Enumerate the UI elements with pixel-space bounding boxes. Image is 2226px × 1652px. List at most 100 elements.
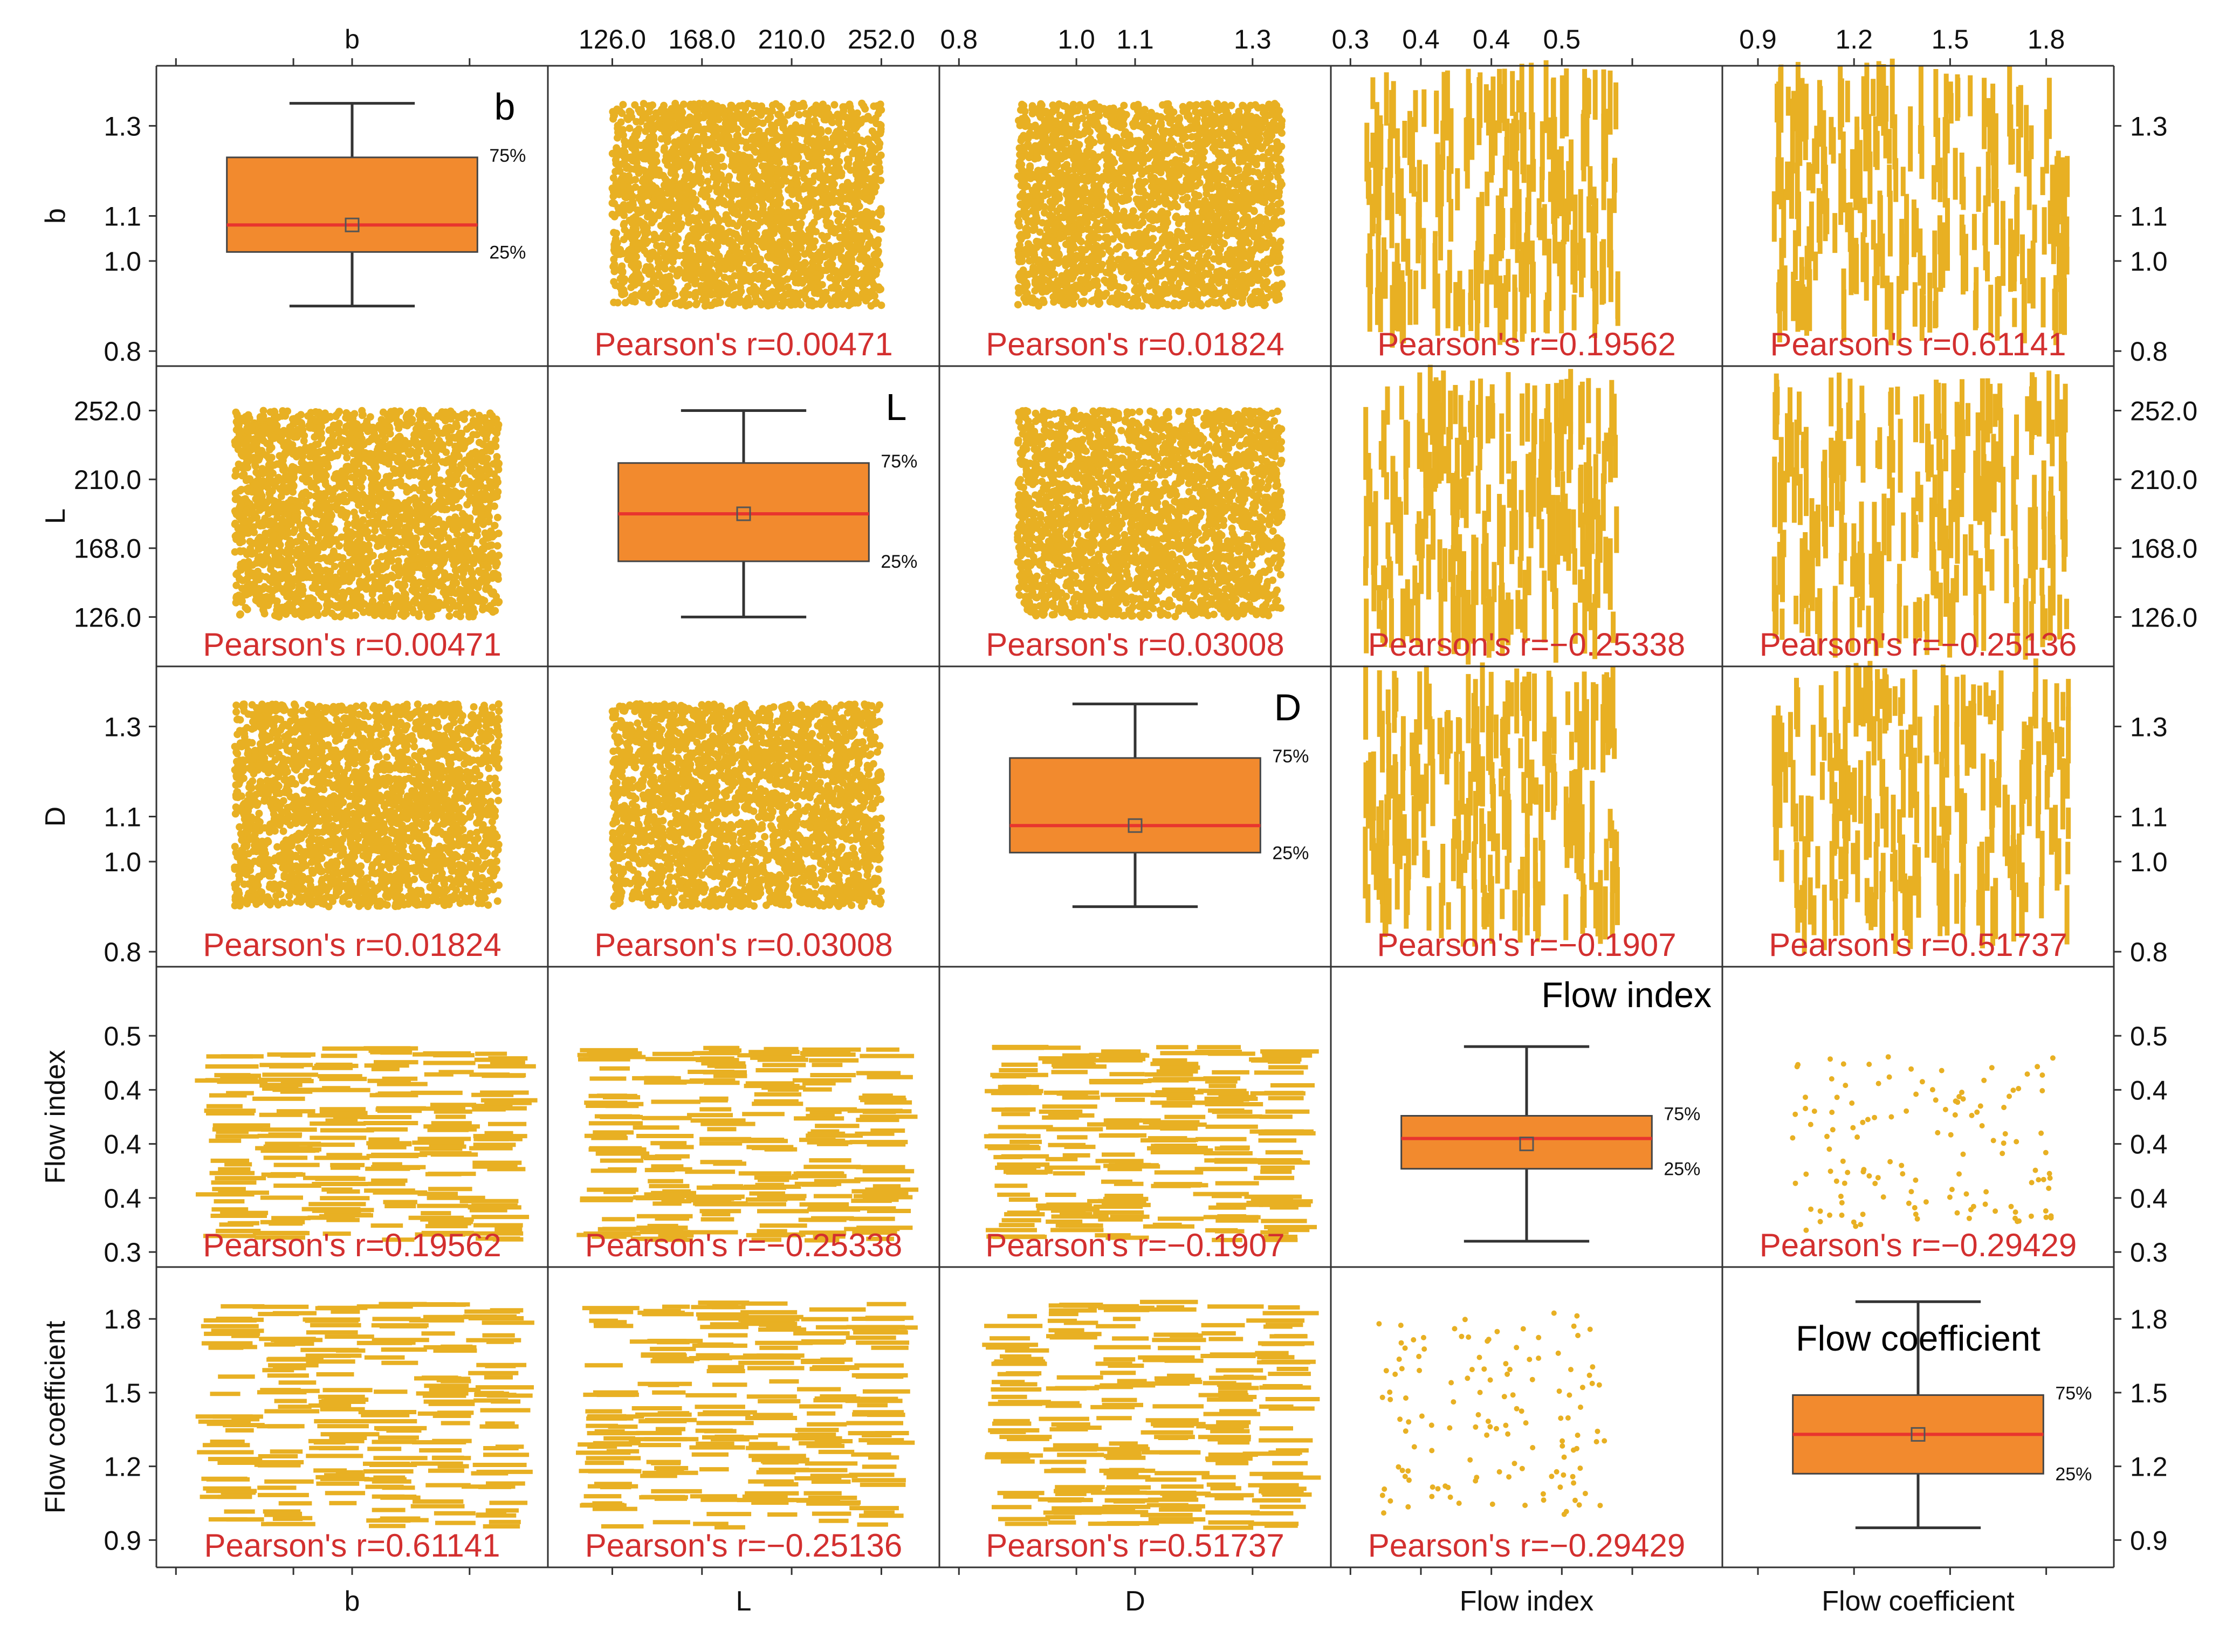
- data-point: [1045, 269, 1053, 277]
- data-point: [1117, 212, 1125, 220]
- data-point: [737, 274, 745, 282]
- data-point: [798, 266, 806, 274]
- data-point: [1203, 215, 1211, 223]
- data-point: [714, 107, 722, 115]
- data-point: [1148, 176, 1156, 184]
- data-point: [647, 157, 655, 166]
- data-point: [1269, 125, 1277, 133]
- data-point: [854, 299, 862, 307]
- data-point: [839, 186, 847, 194]
- data-point: [632, 127, 640, 135]
- data-point: [753, 222, 761, 230]
- data-point: [1276, 183, 1284, 191]
- data-point: [664, 128, 672, 136]
- data-point: [1062, 287, 1070, 295]
- data-point: [768, 101, 777, 109]
- data-point: [862, 279, 870, 287]
- data-point: [1273, 208, 1280, 216]
- data-point: [844, 160, 853, 168]
- data-point: [1066, 148, 1074, 156]
- data-point: [833, 297, 841, 305]
- data-point: [1162, 231, 1170, 239]
- data-point: [613, 239, 621, 247]
- data-point: [835, 217, 843, 224]
- data-point: [827, 141, 835, 148]
- data-point: [824, 127, 832, 135]
- data-point: [734, 109, 742, 118]
- data-point: [609, 192, 617, 201]
- data-point: [1022, 134, 1030, 142]
- data-point: [740, 226, 748, 234]
- data-point: [1263, 278, 1271, 286]
- data-point: [614, 209, 622, 217]
- data-point: [710, 153, 718, 161]
- data-point: [1255, 142, 1263, 150]
- data-point: [660, 101, 668, 109]
- data-point: [773, 181, 781, 189]
- data-point: [1220, 101, 1228, 109]
- data-point: [1072, 174, 1080, 182]
- data-point: [871, 242, 880, 250]
- data-point: [846, 187, 854, 195]
- data-point: [627, 245, 635, 253]
- data-point: [674, 160, 682, 168]
- data-point: [1274, 173, 1282, 181]
- data-point: [620, 221, 628, 229]
- data-point: [838, 255, 846, 263]
- data-point: [682, 182, 690, 190]
- data-point: [1179, 187, 1187, 195]
- data-point: [774, 275, 782, 283]
- data-point: [844, 250, 853, 258]
- data-point: [1034, 142, 1042, 150]
- data-point: [1030, 224, 1039, 232]
- data-point: [1219, 183, 1227, 191]
- data-point: [808, 301, 816, 309]
- data-point: [1217, 245, 1224, 253]
- data-point: [735, 265, 743, 273]
- data-point: [789, 247, 798, 255]
- data-point: [819, 244, 827, 252]
- data-point: [1158, 208, 1166, 216]
- data-point: [655, 119, 663, 127]
- data-point: [1149, 113, 1157, 121]
- data-point: [640, 292, 648, 300]
- data-point: [770, 229, 778, 237]
- data-point: [830, 158, 839, 166]
- data-point: [1249, 154, 1257, 162]
- data-point: [858, 99, 866, 107]
- data-point: [667, 247, 674, 256]
- data-point: [1138, 123, 1146, 131]
- data-point: [1047, 213, 1055, 221]
- data-point: [703, 221, 711, 229]
- data-point: [757, 256, 764, 263]
- data-point: [633, 231, 641, 239]
- data-point: [620, 172, 628, 180]
- data-point: [727, 237, 735, 245]
- data-point: [719, 281, 727, 289]
- data-point: [819, 100, 827, 108]
- data-point: [1139, 270, 1148, 278]
- data-point: [766, 144, 774, 152]
- data-point: [1025, 217, 1033, 225]
- data-point: [706, 214, 713, 222]
- data-point: [684, 257, 692, 265]
- data-point: [1229, 299, 1237, 307]
- data-point: [1036, 265, 1045, 273]
- data-point: [793, 175, 801, 183]
- data-point: [1023, 290, 1031, 298]
- data-point: [782, 259, 790, 267]
- data-point: [808, 127, 816, 134]
- data-point: [755, 127, 763, 135]
- data-point: [1015, 210, 1023, 218]
- data-point: [621, 290, 629, 298]
- data-point: [871, 250, 880, 258]
- data-point: [1185, 111, 1193, 119]
- data-point: [677, 269, 685, 277]
- data-point: [1227, 101, 1235, 109]
- data-point: [1169, 287, 1177, 295]
- data-point: [844, 301, 853, 309]
- data-point: [697, 282, 705, 290]
- data-point: [1014, 253, 1022, 261]
- data-point: [822, 184, 830, 192]
- data-point: [1223, 256, 1231, 264]
